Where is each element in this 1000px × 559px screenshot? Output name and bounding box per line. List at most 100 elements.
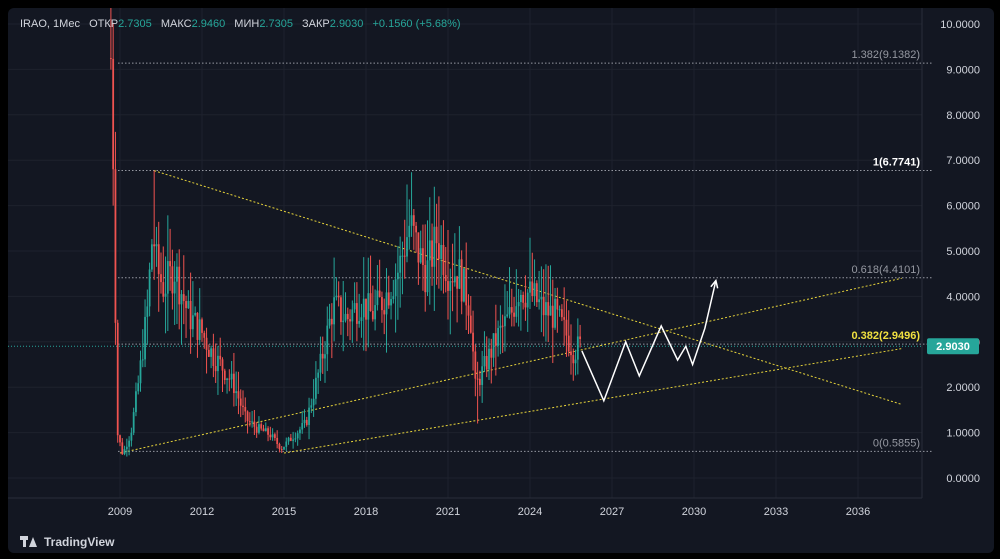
- legend-open-label: ОТКР: [89, 18, 119, 30]
- candle-body: [155, 244, 158, 247]
- candle-body: [230, 373, 233, 380]
- candle-body: [294, 438, 297, 440]
- candle-body: [410, 215, 413, 226]
- candle-body: [560, 309, 563, 318]
- tradingview-brand[interactable]: TradingView: [20, 535, 114, 549]
- candle-body: [178, 266, 181, 305]
- candle-body: [426, 260, 429, 293]
- candle-body: [162, 282, 165, 297]
- legend-high-value: 2.9460: [191, 18, 226, 30]
- candle-body: [317, 372, 320, 378]
- candle-body: [173, 281, 176, 294]
- candle-body: [335, 295, 338, 298]
- candle-body: [205, 337, 208, 350]
- last-price-badge-label: 2.9030: [936, 341, 970, 353]
- candle-body: [422, 248, 424, 266]
- candle-body: [289, 437, 292, 441]
- y-tick-label: 0.0000: [946, 473, 980, 485]
- legend-high-label: МАКС: [160, 18, 192, 30]
- candle-body: [226, 378, 228, 380]
- candle-body: [130, 432, 133, 441]
- candle-body: [139, 360, 142, 384]
- candle-body: [203, 332, 206, 338]
- candle-body: [207, 349, 210, 357]
- candle-body: [467, 305, 470, 316]
- candle-body: [267, 428, 269, 435]
- candle-body: [242, 405, 244, 407]
- candle-body: [444, 274, 447, 282]
- candle-body: [251, 421, 254, 423]
- candle-body: [121, 442, 124, 455]
- candle-body: [210, 348, 213, 357]
- candle-body: [228, 378, 231, 380]
- candle-body: [308, 407, 310, 425]
- candle-body: [526, 292, 529, 308]
- candle-body: [333, 297, 336, 325]
- candle-body: [299, 429, 301, 434]
- candle-body: [572, 355, 575, 364]
- candle-body: [538, 299, 541, 303]
- x-tick-label: 2012: [190, 506, 214, 518]
- candle-body: [303, 419, 306, 424]
- candle-body: [137, 383, 140, 392]
- brand-name: TradingView: [44, 535, 115, 549]
- candle-body: [558, 309, 561, 311]
- candle-body: [387, 292, 390, 306]
- tradingview-logo-icon: [20, 536, 38, 548]
- candle-body: [176, 266, 178, 282]
- x-tick-label: 2030: [682, 506, 706, 518]
- candle-body: [239, 398, 242, 406]
- price-chart[interactable]: 1.382(9.1382) 1(6.7741) 0.618(4.4101) 0.382…: [8, 8, 994, 553]
- candle-body: [305, 419, 308, 425]
- y-tick-label: 1.0000: [946, 428, 980, 440]
- candle-body: [285, 441, 288, 447]
- legend-open-value: 2.7305: [118, 18, 152, 30]
- candle-body: [396, 272, 399, 280]
- legend-close-label: ЗАКР: [302, 18, 330, 30]
- trend-line: [283, 348, 902, 454]
- candle-body: [540, 296, 543, 300]
- candle-body: [501, 325, 504, 327]
- candle-body: [198, 319, 201, 340]
- candle-body: [362, 298, 365, 318]
- candle-body: [465, 268, 468, 306]
- candle-body: [369, 293, 372, 312]
- candle-body: [280, 448, 283, 450]
- candle-body: [424, 265, 427, 293]
- candle-body: [328, 318, 331, 326]
- candle-body: [150, 244, 153, 270]
- candle-body: [144, 316, 146, 360]
- candle-body: [519, 294, 522, 303]
- candle-body: [563, 317, 566, 320]
- candle-body: [522, 294, 525, 303]
- candle-body: [579, 336, 582, 340]
- ohlc-legend: IRAO, 1Мес ОТКР2.7305 МАКС2.9460 МИН2.73…: [20, 18, 461, 30]
- candle-body: [415, 225, 418, 233]
- y-tick-label: 6.0000: [946, 201, 980, 213]
- candle-body: [542, 296, 545, 316]
- candle-body: [196, 312, 199, 340]
- candle-body: [135, 391, 137, 413]
- candle-body: [367, 293, 370, 320]
- candle-body: [360, 317, 363, 322]
- y-tick-label: 9.0000: [946, 64, 980, 76]
- fib-level-label: 0(0.5855): [873, 437, 920, 449]
- candle-body: [440, 244, 443, 259]
- candle-body: [403, 255, 406, 257]
- y-tick-label: 5.0000: [946, 246, 980, 258]
- candle-body: [301, 423, 304, 430]
- candle-body: [157, 244, 160, 275]
- y-tick-label: 7.0000: [946, 155, 980, 167]
- candle-body: [535, 283, 538, 303]
- projection-arrowhead: [710, 278, 719, 289]
- legend-low-value: 2.7305: [259, 18, 293, 30]
- candle-body: [191, 315, 194, 330]
- candle-body: [269, 434, 272, 438]
- legend-symbol: IRAO, 1Мес: [20, 18, 81, 30]
- projection-path: [581, 280, 717, 403]
- candle-body: [123, 449, 126, 455]
- candle-body: [255, 426, 258, 433]
- candle-body: [419, 248, 422, 263]
- candle-body: [472, 332, 474, 352]
- candle-body: [460, 259, 463, 302]
